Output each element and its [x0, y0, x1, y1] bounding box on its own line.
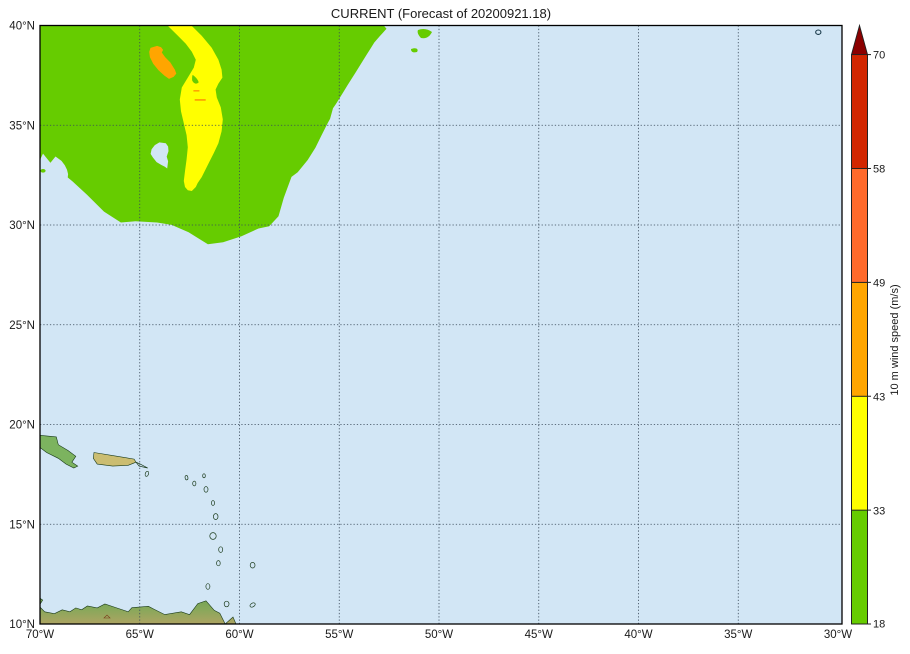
svg-text:35°N: 35°N [9, 120, 35, 132]
svg-text:40°N: 40°N [9, 21, 35, 33]
svg-text:CURRENT (Forecast of 20200921.: CURRENT (Forecast of 20200921.18) [331, 6, 551, 21]
svg-text:50°W: 50°W [425, 629, 453, 641]
svg-text:10 m wind speed (m/s): 10 m wind speed (m/s) [889, 284, 901, 395]
svg-text:60°W: 60°W [225, 629, 253, 641]
svg-text:58: 58 [873, 164, 885, 176]
svg-text:49: 49 [873, 278, 885, 290]
svg-text:30°N: 30°N [9, 220, 35, 232]
svg-text:35°W: 35°W [724, 629, 752, 641]
svg-text:15°N: 15°N [9, 519, 35, 531]
svg-text:70°W: 70°W [26, 629, 54, 641]
svg-text:40°W: 40°W [624, 629, 652, 641]
svg-text:30°W: 30°W [824, 629, 852, 641]
svg-text:65°W: 65°W [126, 629, 154, 641]
svg-text:55°W: 55°W [325, 629, 353, 641]
svg-text:43: 43 [873, 392, 885, 404]
svg-text:25°N: 25°N [9, 320, 35, 332]
svg-text:33: 33 [873, 506, 885, 518]
svg-text:20°N: 20°N [9, 420, 35, 432]
svg-text:45°W: 45°W [525, 629, 553, 641]
svg-text:70: 70 [873, 50, 885, 62]
svg-text:18: 18 [873, 619, 885, 631]
